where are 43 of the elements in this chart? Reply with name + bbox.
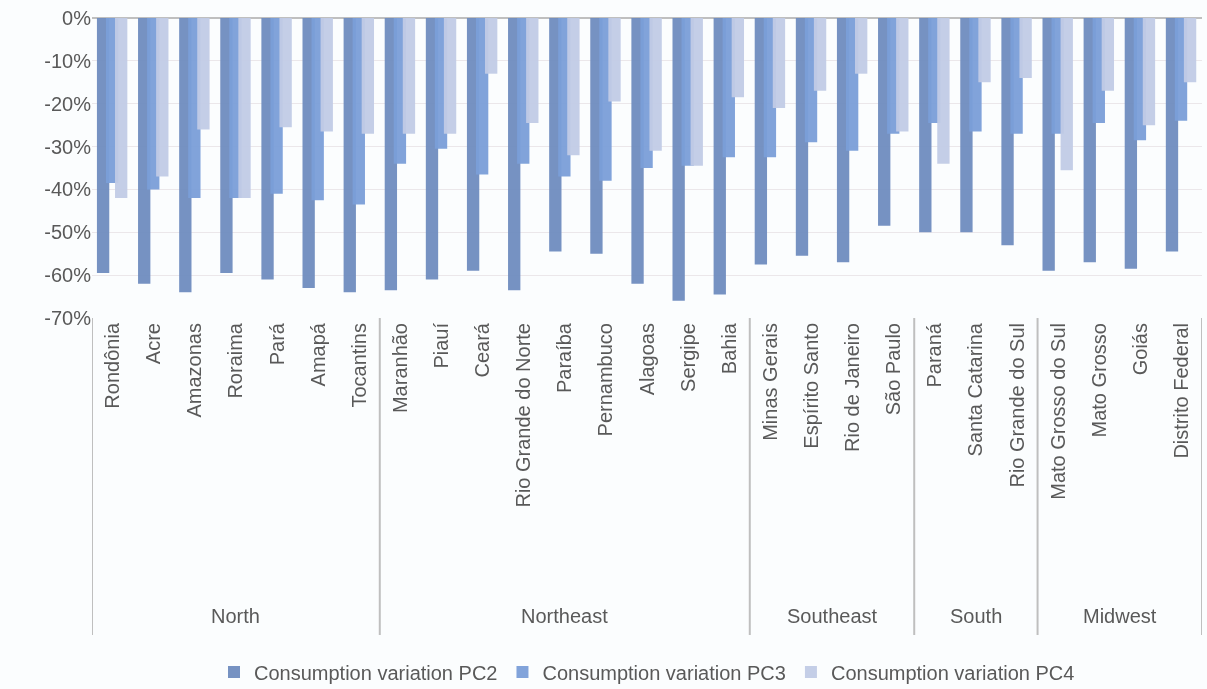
x-tick-label: Paraná xyxy=(923,322,946,388)
y-tick-label: -30% xyxy=(44,135,92,158)
x-tick-label: Mato Grosso xyxy=(1087,323,1110,438)
legend-label: Consumption variation PC4 xyxy=(830,661,1075,684)
y-tick-label: -70% xyxy=(44,307,92,329)
text: Southeast xyxy=(787,605,878,627)
y-tick-label: -50% xyxy=(44,221,92,244)
text: South xyxy=(950,605,1003,627)
x-tick-label: Roraima xyxy=(224,322,247,399)
x-tick-label: Alagoas xyxy=(635,323,658,396)
text: North xyxy=(211,605,260,627)
x-tick-label: Mato Grosso do Sul xyxy=(1046,323,1069,500)
x-tick-label: Sergipe xyxy=(676,323,699,392)
x-tick-label: Pernambuco xyxy=(594,323,617,437)
x-tick-label: Distrito Federal xyxy=(1169,323,1192,459)
text: Midwest xyxy=(1083,605,1157,627)
x-tick-label: Maranhão xyxy=(388,323,411,414)
x-tick-label: Acre xyxy=(142,323,165,365)
x-tick-label: Pará xyxy=(265,322,288,366)
x-tick-label: Amapá xyxy=(306,322,329,387)
x-tick-label: Minas Gerais xyxy=(758,323,781,441)
x-tick-label: São Paulo xyxy=(882,323,905,416)
x-tick-label: Goiás xyxy=(1128,323,1151,376)
x-tick-label: Rondônia xyxy=(101,322,124,409)
x-tick-label: Ceará xyxy=(471,322,494,378)
x-tick-label: Rio Grande do Sul xyxy=(1005,323,1028,488)
x-tick-label: Piauí xyxy=(429,322,452,369)
y-tick-label: -40% xyxy=(44,178,92,201)
y-tick-label: -10% xyxy=(44,49,92,72)
x-tick-label: Bahia xyxy=(717,322,740,375)
text: Northeast xyxy=(521,605,609,627)
x-tick-label: Amazonas xyxy=(183,323,206,418)
x-tick-label: Espírito Santo xyxy=(799,323,822,449)
y-tick-label: -60% xyxy=(44,264,92,287)
legend-label: Consumption variation PC3 xyxy=(542,661,786,684)
y-tick-label: 0% xyxy=(62,7,92,29)
x-tick-label: Tocantins xyxy=(347,323,370,408)
x-tick-label: Paraíba xyxy=(553,322,576,394)
x-tick-label: Santa Catarina xyxy=(964,322,987,457)
x-tick-label: Rio Grande do Norte xyxy=(512,323,535,508)
x-tick-label: Rio de Janeiro xyxy=(841,323,864,452)
legend-label: Consumption variation PC2 xyxy=(254,661,498,684)
y-tick-label: -20% xyxy=(44,92,92,115)
